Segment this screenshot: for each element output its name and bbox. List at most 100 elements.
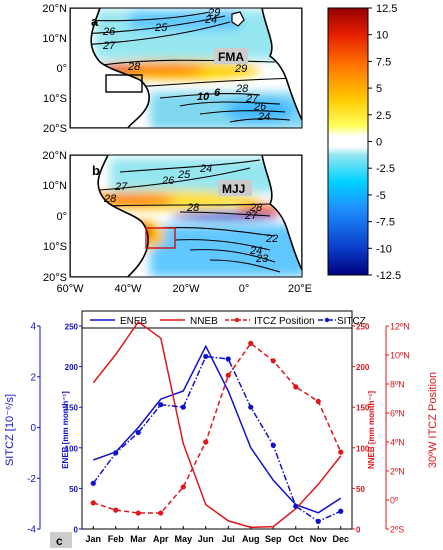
series-point-itcz-position xyxy=(293,384,299,390)
y-right-inner-tick-label: 100 xyxy=(356,444,370,453)
y-right-outer-tick-label: 6ºN xyxy=(390,409,405,419)
contour-label: 28 xyxy=(186,202,200,214)
contour-label: 26 xyxy=(102,26,116,38)
series-point-sitcz xyxy=(338,508,344,514)
x-tick-label: Aug xyxy=(242,534,260,544)
legend-marker-itcz xyxy=(234,317,240,323)
contour-label: 22 xyxy=(265,233,278,245)
y-left-outer-tick-label: -2 xyxy=(27,474,36,485)
contour-label: 27 xyxy=(244,210,258,222)
series-point-sitcz xyxy=(180,404,186,410)
lon-tick-label: 0° xyxy=(239,283,250,295)
y-left-inner-label: ENEB [mm month⁻¹] xyxy=(61,391,70,469)
contour-label: 24 xyxy=(249,245,262,257)
y-left-inner-tick-label: 100 xyxy=(65,444,79,453)
legend-label-eneb: ENEB xyxy=(120,316,148,327)
contour-label: 25 xyxy=(177,169,191,181)
y-left-outer-tick-label: 2 xyxy=(30,372,36,383)
y-left-outer-tick-label: -4 xyxy=(27,525,36,536)
x-tick-label: Apr xyxy=(153,534,169,544)
y-right-inner-tick-label: 250 xyxy=(356,323,370,332)
lat-tick-label: 10°N xyxy=(42,180,67,192)
x-tick-label: Dec xyxy=(332,534,349,544)
lon-tick-label: 20°W xyxy=(172,283,200,295)
chart-marks: Jan Feb Mar Apr May Jun Jul Aug Sep Oct Nov Dec 4 2 0 -… xyxy=(27,320,410,544)
x-tick-label: May xyxy=(174,534,192,544)
y-right-inner-label: NNEB [mm month⁻¹] xyxy=(367,391,376,469)
series-point-itcz-position xyxy=(158,510,164,516)
lat-tick-label: 20°N xyxy=(42,150,67,162)
legend-label-sitcz: SITCZ xyxy=(337,316,366,327)
series-point-itcz-position xyxy=(180,484,186,490)
x-tick-label: Jul xyxy=(222,534,235,544)
series-line-eneb xyxy=(93,344,342,514)
y-left-inner-tick-label: 150 xyxy=(65,404,79,413)
legend-label-nneb: NNEB xyxy=(190,316,218,327)
colorbar-tick-label: 2.5 xyxy=(376,110,391,122)
series-point-itcz-position xyxy=(270,358,276,364)
map-a-field xyxy=(70,8,302,128)
y-left-outer-tick-label: 4 xyxy=(30,322,36,333)
colorbar-tick-label: -7.5 xyxy=(376,217,395,229)
map-a-season: FMA xyxy=(218,50,244,64)
lon-tick-label: 60°W xyxy=(56,283,84,295)
y-left-outer-tick-label: 0 xyxy=(30,423,36,434)
y-left-inner-tick-label: 250 xyxy=(65,323,79,332)
series-point-sitcz xyxy=(135,429,141,436)
lat-tick-label: 10°N xyxy=(42,33,67,45)
series-point-sitcz xyxy=(158,402,164,408)
colorbar-tick-label: 10 xyxy=(376,30,388,42)
contour-label: 28 xyxy=(103,193,117,205)
y-left-inner-tick-label: 200 xyxy=(65,363,79,372)
map-panel-a: a FMA 24 25 26 27 28 29 29 10 6 28 27 26… xyxy=(42,3,303,135)
lat-tick-label: 20°S xyxy=(43,272,67,284)
map-b-field xyxy=(70,155,302,277)
legend-marker-sitcz xyxy=(324,317,330,323)
chart-legend: ENEB NNEB ITCZ Position SITCZ xyxy=(81,310,366,329)
y-left-inner-tick-label: 0 xyxy=(74,526,79,535)
x-tick-label: Sep xyxy=(265,534,282,544)
map-a-frame xyxy=(69,7,303,129)
y-right-outer-tick-label: 2ºS xyxy=(390,525,404,535)
y-right-inner-tick-label: 150 xyxy=(356,404,370,413)
lat-tick-label: 10°S xyxy=(43,93,67,105)
contour-label: 6 xyxy=(214,87,221,99)
contour-label: 28 xyxy=(249,202,263,214)
chart-plot-area xyxy=(81,325,353,530)
colorbar-tick-label: 12.5 xyxy=(376,3,397,15)
contour-label: 27 xyxy=(245,93,259,105)
series-line-sitcz xyxy=(92,355,342,523)
map-b-season: MJJ xyxy=(222,182,245,196)
map-b-lat-axis: 20°N 10°N 0° 10°S 20°S xyxy=(42,150,67,284)
contour-label: 23 xyxy=(255,253,269,265)
colorbar: 12.5 10 7.5 5 2.5 0 -2.5 -5 -7.5 -10 -12.5 xyxy=(327,3,401,282)
chart-panel-label-badge xyxy=(50,532,72,548)
lat-tick-label: 20°S xyxy=(43,123,67,135)
colorbar-tick-label: 5 xyxy=(376,83,382,95)
legend-label-itcz: ITCZ Position xyxy=(254,316,315,327)
contour-label: 10 xyxy=(197,91,210,103)
chart-panel-label: c xyxy=(56,534,63,548)
series-point-sitcz xyxy=(203,353,209,360)
colorbar-tick-label: -12.5 xyxy=(376,270,401,282)
contour-label: 24 xyxy=(204,14,217,26)
y-left-inner-tick-label: 50 xyxy=(69,485,78,494)
map-b-season-badge xyxy=(218,180,252,196)
series-point-itcz-position xyxy=(113,507,119,513)
y-right-outer-tick-label: 2ºN xyxy=(390,467,405,477)
map-a-panel-label: a xyxy=(91,14,99,29)
map-b-lon-axis: 60°W 40°W 20°W 0° 20°E xyxy=(56,283,312,295)
contour-label: 25 xyxy=(154,22,168,34)
y-right-outer-tick-label: 12ºN xyxy=(390,322,410,332)
x-tick-label: Jan xyxy=(85,534,101,544)
y-right-inner-tick-label: 200 xyxy=(356,363,370,372)
x-tick-label: Oct xyxy=(288,534,303,544)
map-a-region-box xyxy=(105,74,143,93)
contour-label: 28 xyxy=(235,83,249,95)
series-point-sitcz xyxy=(315,518,321,524)
contour-label: 29 xyxy=(234,63,247,75)
series-line-itcz-position xyxy=(93,342,342,514)
y-right-outer-tick-label: 8ºN xyxy=(390,380,405,390)
series-point-sitcz xyxy=(90,480,96,486)
y-right-outer-tick-label: 0º xyxy=(390,496,399,506)
